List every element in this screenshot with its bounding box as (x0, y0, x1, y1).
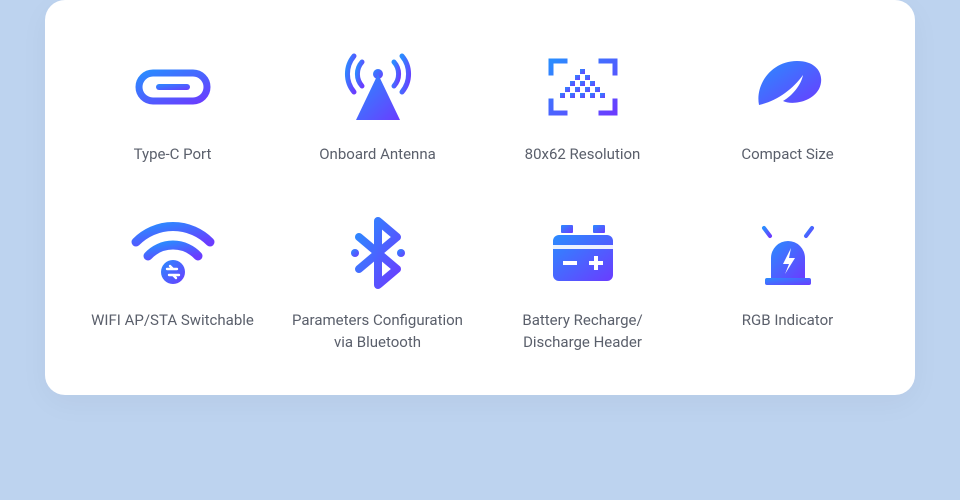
features-grid: Type-C Port Onboard Antenna (75, 48, 885, 353)
feather-icon (749, 48, 827, 126)
feature-label: Onboard Antenna (319, 144, 436, 166)
battery-icon (547, 214, 619, 292)
rgb-indicator-icon (747, 214, 829, 292)
feature-label: 80x62 Resolution (525, 144, 641, 166)
feature-type-c: Type-C Port (75, 48, 270, 166)
feature-label: Compact Size (741, 144, 833, 166)
resolution-icon (547, 48, 619, 126)
feature-rgb: RGB Indicator (690, 214, 885, 354)
usb-c-icon (134, 48, 212, 126)
feature-label: Parameters Configuration via Bluetooth (283, 310, 473, 354)
feature-compact: Compact Size (690, 48, 885, 166)
bluetooth-icon (347, 214, 409, 292)
feature-label: Type-C Port (134, 144, 212, 166)
feature-label: RGB Indicator (742, 310, 833, 332)
feature-wifi: WIFI AP/STA Switchable (75, 214, 270, 354)
antenna-icon (338, 48, 418, 126)
feature-resolution: 80x62 Resolution (485, 48, 680, 166)
feature-bluetooth: Parameters Configuration via Bluetooth (280, 214, 475, 354)
feature-battery: Battery Recharge/ Discharge Header (485, 214, 680, 354)
feature-label: WIFI AP/STA Switchable (91, 310, 254, 332)
features-card: Type-C Port Onboard Antenna (45, 0, 915, 395)
wifi-switch-icon (130, 214, 216, 292)
feature-antenna: Onboard Antenna (280, 48, 475, 166)
feature-label: Battery Recharge/ Discharge Header (488, 310, 678, 354)
